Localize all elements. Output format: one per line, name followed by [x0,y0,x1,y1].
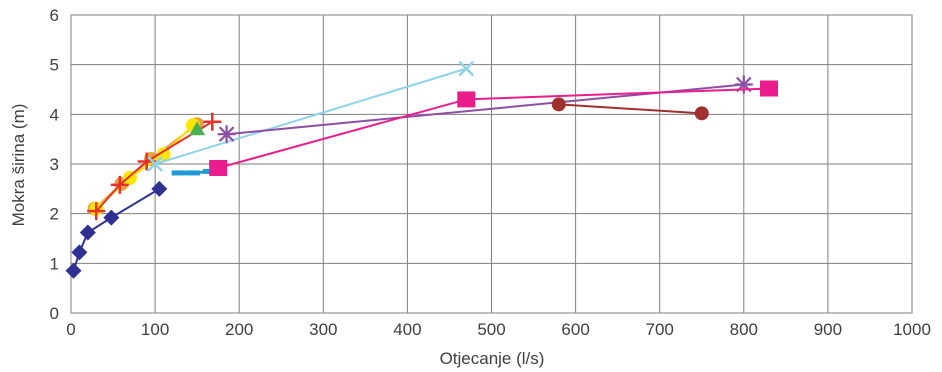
x-tick-label: 700 [646,320,674,339]
data-point [103,209,120,226]
data-point [122,170,137,185]
y-tick-label: 4 [50,105,59,124]
grid [70,14,913,314]
y-tick-label: 6 [50,6,59,25]
x-tick-label: 0 [66,320,75,339]
x-axis-title: Otjecanje (l/s) [440,349,545,368]
series-9 [551,97,709,121]
tick-labels: 0 100 200 300 400 500 600 700 800 900 1000 0 1 2 3 4 5 6 [50,6,931,339]
data-point [110,175,129,194]
data-point [209,159,228,176]
data-point [65,262,82,279]
x-tick-label: 300 [309,320,337,339]
x-tick-label: 200 [225,320,253,339]
x-tick-label: 1000 [893,320,931,339]
series-4 [87,112,222,221]
y-tick-label: 0 [50,304,59,323]
series-line [95,120,213,212]
series-10 [209,80,779,176]
data-point [71,244,88,261]
data-point [694,106,709,121]
y-tick-label: 2 [50,205,59,224]
y-tick-label: 5 [50,56,59,75]
data-point [189,121,206,136]
data-point [203,112,222,131]
x-tick-label: 600 [561,320,589,339]
y-tick-label: 3 [50,155,59,174]
series-5 [189,121,206,136]
x-tick-label: 400 [393,320,421,339]
data-point [760,80,779,97]
data-point [87,202,106,221]
data-point [734,75,753,94]
x-tick-label: 100 [141,320,169,339]
series-line [558,103,702,115]
data-point [217,125,236,144]
x-tick-label: 800 [730,320,758,339]
x-tick-label: 500 [477,320,505,339]
series-7 [147,60,475,172]
data-point [551,97,566,112]
data-point [457,91,476,108]
data-point [151,180,168,197]
series-1 [65,180,168,279]
data-point [79,224,96,241]
series-line [154,67,467,165]
data-point [147,156,163,172]
series-line [217,87,770,169]
data-point [185,170,200,176]
series-8 [217,75,753,144]
plot-border [70,14,913,314]
y-tick-label: 1 [50,254,59,273]
series-layer [65,60,779,279]
data-point [458,60,475,77]
data-point [171,170,186,176]
y-axis-title: Mokra širina (m) [9,104,28,227]
x-tick-label: 900 [814,320,842,339]
